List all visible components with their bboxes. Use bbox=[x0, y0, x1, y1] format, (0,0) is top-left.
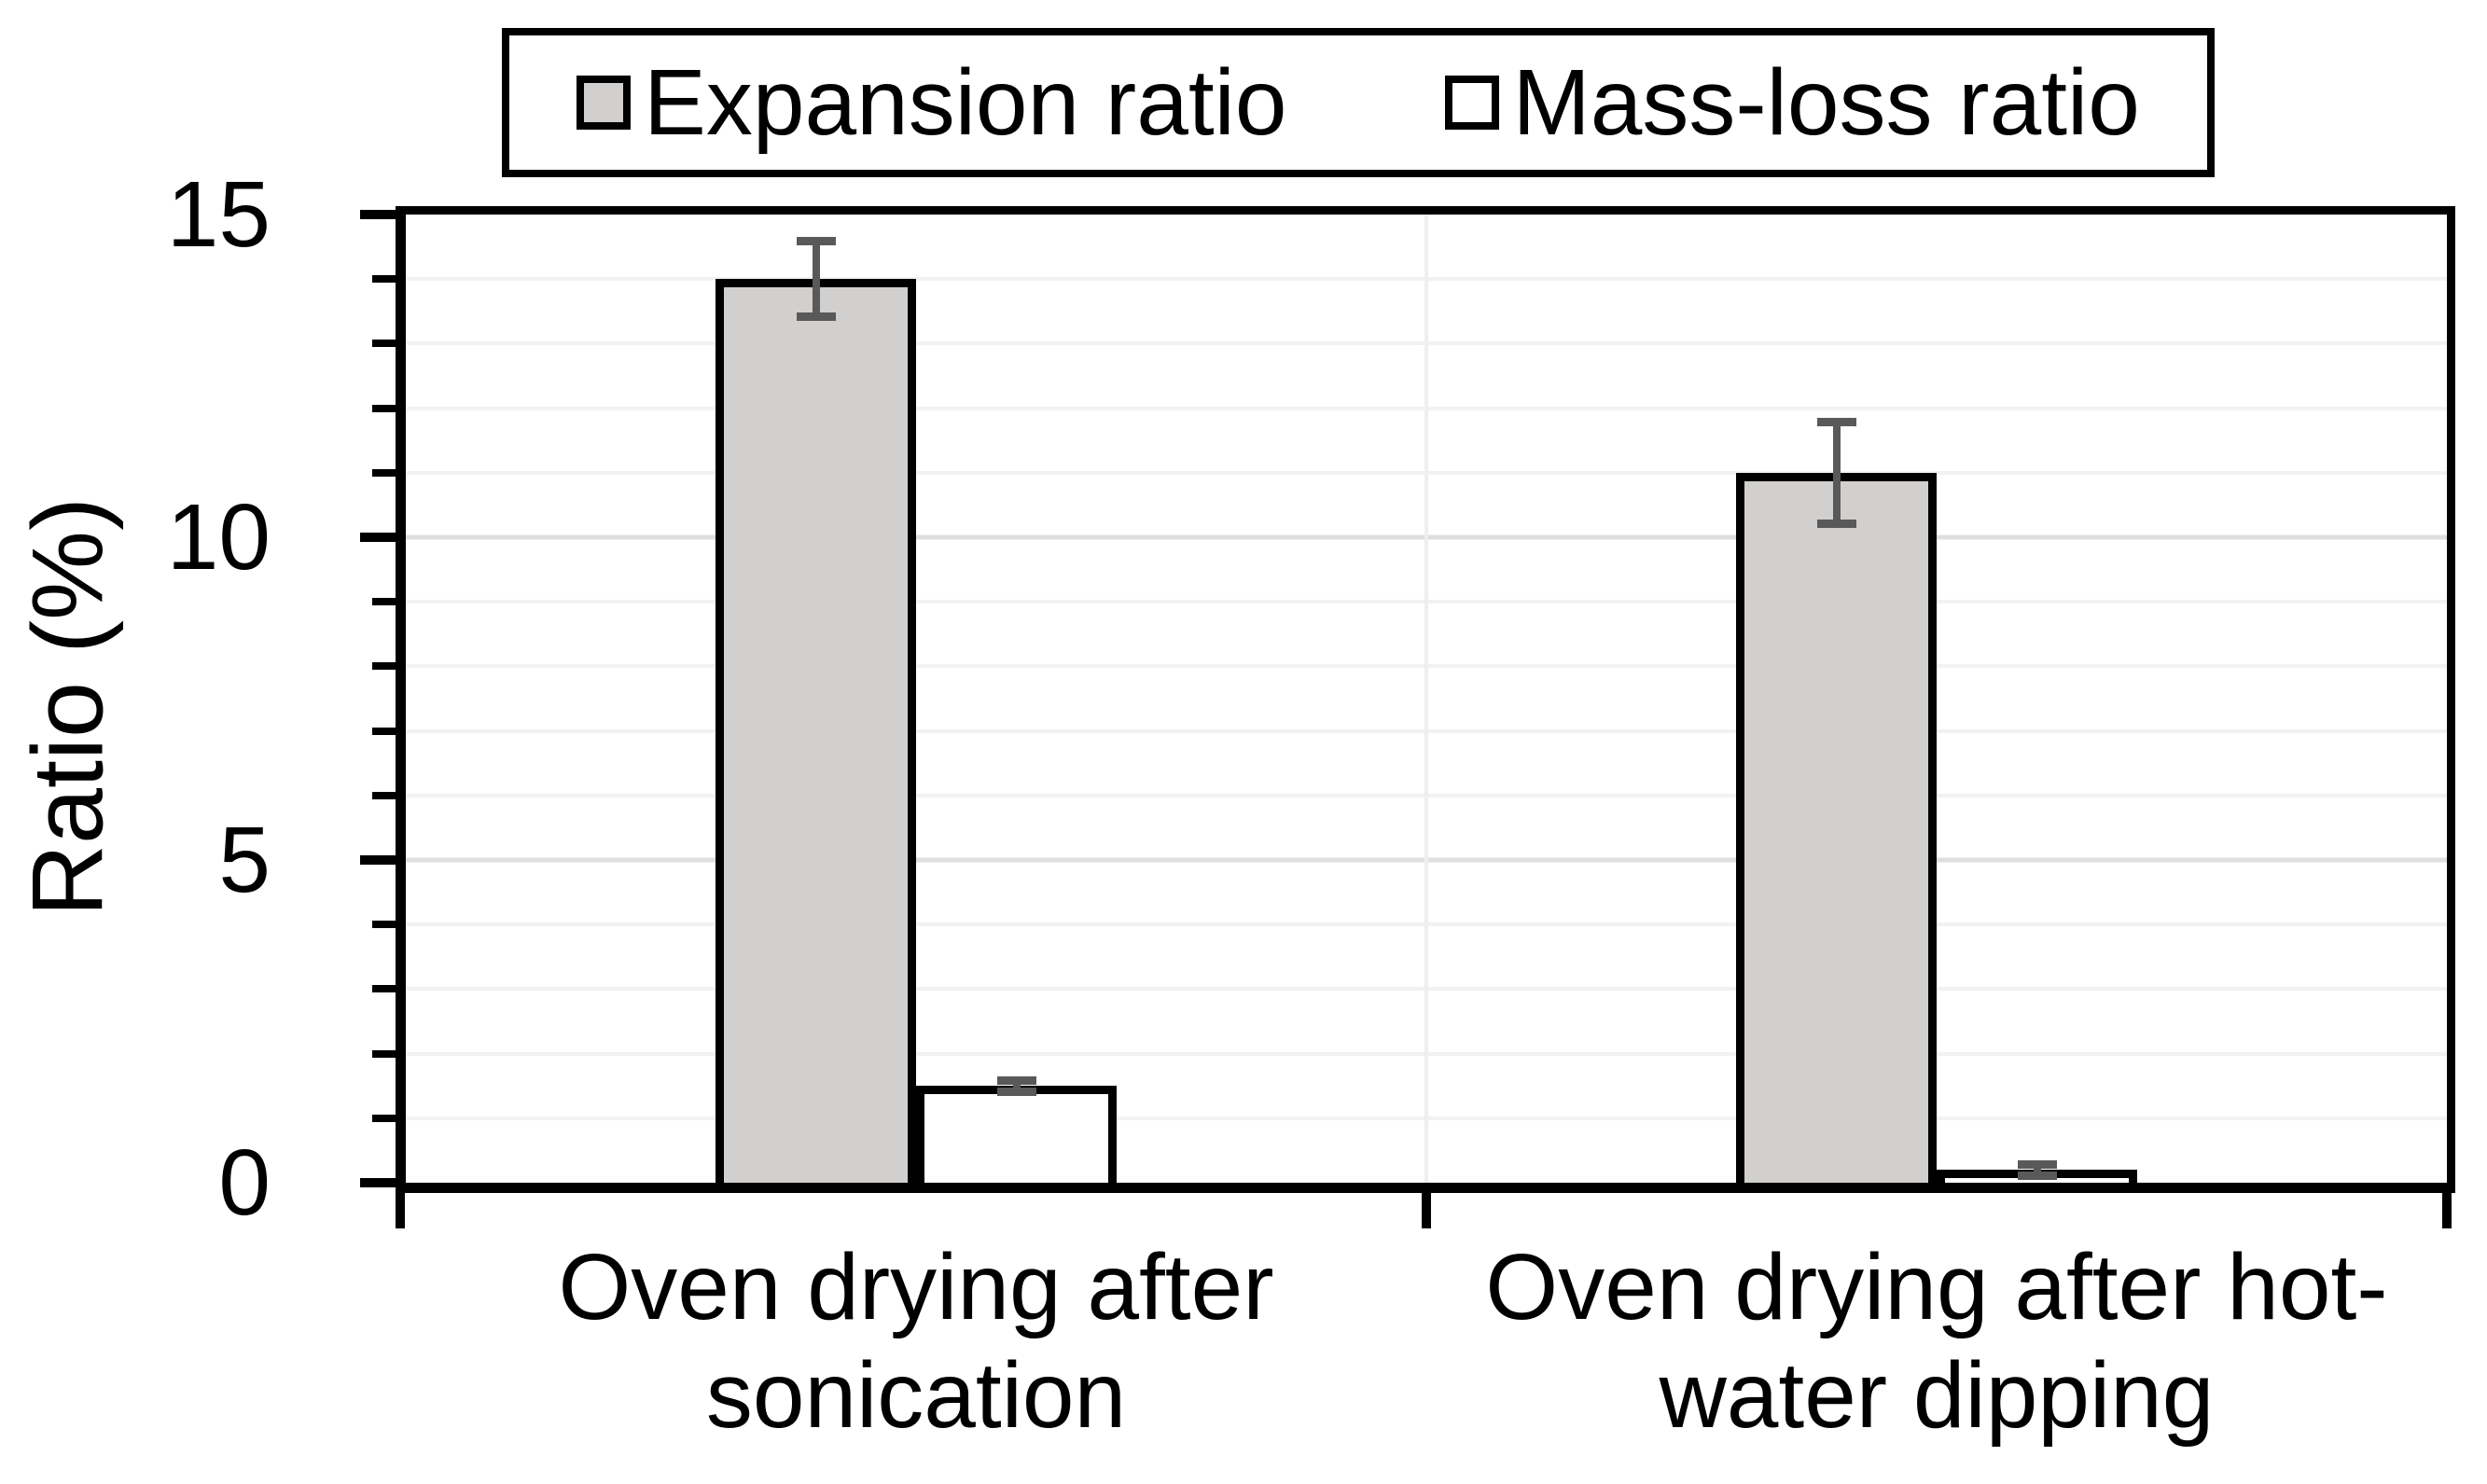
x-boundary-tick bbox=[2442, 1193, 2452, 1228]
y-minor-tick bbox=[372, 727, 396, 735]
error-bar-cap-bottom bbox=[1816, 519, 1856, 528]
error-bar-cap-top bbox=[1816, 417, 1856, 426]
legend-item-expansion-ratio: Expansion ratio bbox=[577, 56, 1286, 149]
error-bar-expansion-ratio-1 bbox=[1816, 417, 1856, 528]
error-bar-line bbox=[812, 237, 820, 322]
mass-loss-ratio-swatch-icon bbox=[1445, 76, 1500, 130]
category-label-line: water dipping bbox=[1659, 1343, 2215, 1448]
y-tick-label-5: 5 bbox=[218, 808, 271, 912]
y-minor-tick bbox=[372, 662, 396, 671]
category-label-sonication: Oven drying after sonication bbox=[403, 1233, 1429, 1449]
category-label-line: sonication bbox=[705, 1343, 1127, 1448]
y-major-tick bbox=[360, 1178, 396, 1187]
legend-label-mass-loss-ratio: Mass-loss ratio bbox=[1512, 50, 2140, 155]
y-major-tick bbox=[360, 210, 396, 219]
error-bar-cap-bottom bbox=[996, 1087, 1036, 1096]
x-boundary-tick bbox=[1422, 1193, 1431, 1228]
bar-expansion-ratio-1 bbox=[1736, 472, 1937, 1183]
y-minor-tick bbox=[372, 340, 396, 348]
error-bar-line bbox=[2033, 1159, 2041, 1180]
error-bar-cap-top bbox=[996, 1075, 1036, 1085]
error-bar-cap-top bbox=[2017, 1159, 2057, 1169]
error-bar-mass-loss-ratio-0 bbox=[996, 1075, 1036, 1096]
error-bar-mass-loss-ratio-1 bbox=[2017, 1159, 2057, 1180]
legend: Expansion ratio Mass-loss ratio bbox=[502, 28, 2215, 177]
legend-item-mass-loss-ratio: Mass-loss ratio bbox=[1445, 50, 2140, 155]
y-tick-label-15: 15 bbox=[166, 162, 271, 267]
error-bar-cap-top bbox=[796, 237, 836, 246]
y-minor-tick bbox=[372, 1049, 396, 1058]
y-tick-label-0: 0 bbox=[218, 1130, 271, 1235]
y-minor-tick bbox=[372, 598, 396, 606]
legend-label-expansion-ratio: Expansion ratio bbox=[644, 50, 1287, 155]
y-minor-tick bbox=[372, 468, 396, 477]
error-bar-cap-bottom bbox=[796, 312, 836, 322]
category-boundary-gridline bbox=[1424, 215, 1428, 1183]
category-label-line: Oven drying after hot- bbox=[1485, 1235, 2388, 1339]
bar-expansion-ratio-0 bbox=[716, 279, 916, 1183]
plot-area bbox=[360, 206, 2455, 1228]
error-bar-line bbox=[1012, 1075, 1021, 1096]
error-bar-expansion-ratio-0 bbox=[796, 237, 836, 322]
category-label-hot-water-dipping: Oven drying after hot- water dipping bbox=[1424, 1233, 2450, 1449]
category-label-line: Oven drying after bbox=[558, 1235, 1274, 1339]
expansion-ratio-swatch-icon bbox=[577, 76, 632, 130]
y-minor-tick bbox=[372, 1114, 396, 1122]
error-bar-line bbox=[1832, 417, 1841, 528]
y-major-tick bbox=[360, 855, 396, 865]
y-major-tick bbox=[360, 533, 396, 542]
y-minor-tick bbox=[372, 791, 396, 799]
y-tick-label-10: 10 bbox=[166, 485, 271, 589]
error-bar-cap-bottom bbox=[2017, 1171, 2057, 1180]
y-minor-tick bbox=[372, 921, 396, 929]
y-minor-tick bbox=[372, 985, 396, 993]
x-boundary-tick bbox=[396, 1193, 405, 1228]
plot-inner bbox=[360, 210, 2452, 1228]
y-minor-tick bbox=[372, 275, 396, 284]
bar-mass-loss-ratio-0 bbox=[916, 1086, 1117, 1183]
y-minor-tick bbox=[372, 404, 396, 412]
